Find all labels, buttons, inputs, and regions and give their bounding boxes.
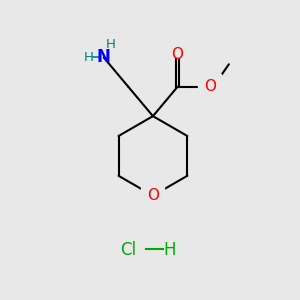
Text: O: O [172,47,184,62]
Text: N: N [97,49,111,67]
Text: H: H [83,51,93,64]
Text: O: O [147,188,159,203]
Text: H: H [106,38,116,51]
Text: Cl: Cl [120,241,136,259]
Text: O: O [204,79,216,94]
Text: H: H [163,241,175,259]
